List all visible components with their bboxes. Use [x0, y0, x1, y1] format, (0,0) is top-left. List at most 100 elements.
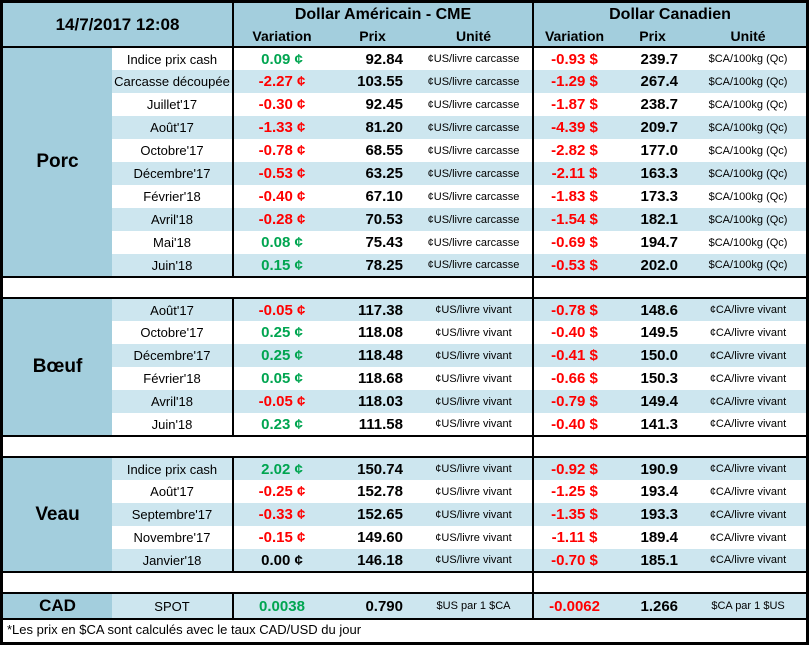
- us-variation-cell: -0.28 ¢: [233, 208, 330, 231]
- us-unit-cell: ¢US/livre vivant: [415, 480, 535, 503]
- ca-unit-cell: ¢CA/livre vivant: [690, 390, 806, 413]
- us-price-cell: 118.48: [330, 344, 415, 367]
- us-variation-cell: 2.02 ¢: [233, 456, 330, 480]
- footnote-row: *Les prix en $CA sont calculés avec le t…: [3, 618, 806, 639]
- section-gap-row: [3, 276, 806, 299]
- gap-cell-right: [533, 435, 806, 458]
- category-cell: CAD: [3, 592, 112, 619]
- ca-variation-header: Variation: [533, 26, 616, 48]
- ca-variation-cell: -0.79 $: [533, 390, 616, 413]
- ca-variation-cell: -0.93 $: [533, 46, 616, 70]
- row-label-cell: Décembre'17: [112, 162, 234, 185]
- ca-unit-cell: $CA par 1 $US: [690, 592, 806, 619]
- us-price-cell: 149.60: [330, 526, 415, 549]
- us-unit-cell: ¢US/livre vivant: [415, 344, 535, 367]
- us-price-cell: 68.55: [330, 139, 415, 162]
- ca-price-cell: 163.3: [615, 162, 691, 185]
- header-row-groups: 14/7/2017 12:08 Dollar Américain - CME D…: [3, 3, 806, 47]
- ca-price-cell: 185.1: [615, 549, 691, 572]
- us-variation-cell: -0.25 ¢: [233, 480, 330, 503]
- us-variation-cell: -1.33 ¢: [233, 116, 330, 139]
- ca-unit-cell: $CA/100kg (Qc): [690, 162, 806, 185]
- table-row: Septembre'17 -0.33 ¢ 152.65 ¢US/livre vivan…: [3, 503, 806, 526]
- ca-unit-cell: ¢CA/livre vivant: [690, 297, 806, 321]
- report-datetime: 14/7/2017 12:08: [3, 3, 234, 47]
- ca-variation-cell: -1.87 $: [533, 93, 616, 116]
- ca-unit-cell: $CA/100kg (Qc): [690, 93, 806, 116]
- us-variation-cell: -0.05 ¢: [233, 390, 330, 413]
- us-price-cell: 152.78: [330, 480, 415, 503]
- us-price-cell: 152.65: [330, 503, 415, 526]
- us-unit-cell: ¢US/livre vivant: [415, 297, 535, 321]
- row-label-cell: Février'18: [112, 367, 234, 390]
- gap-cell-left: [3, 276, 535, 299]
- us-unit-cell: ¢US/livre carcasse: [415, 231, 535, 254]
- ca-unit-cell: ¢CA/livre vivant: [690, 321, 806, 344]
- us-price-cell: 75.43: [330, 231, 415, 254]
- row-label-cell: Août'17: [112, 480, 234, 503]
- us-unite-header: Unité: [415, 26, 535, 48]
- us-unit-cell: ¢US/livre carcasse: [415, 93, 535, 116]
- row-label-cell: Août'17: [112, 297, 234, 321]
- ca-unit-cell: ¢CA/livre vivant: [690, 526, 806, 549]
- table-row: Avril'18 -0.28 ¢ 70.53 ¢US/livre carcasse -1…: [3, 208, 806, 231]
- ca-unit-cell: ¢CA/livre vivant: [690, 503, 806, 526]
- ca-unit-cell: $CA/100kg (Qc): [690, 46, 806, 70]
- ca-variation-cell: -4.39 $: [533, 116, 616, 139]
- row-label-cell: Août'17: [112, 116, 234, 139]
- ca-unit-cell: $CA/100kg (Qc): [690, 185, 806, 208]
- us-price-cell: 118.03: [330, 390, 415, 413]
- us-unit-cell: ¢US/livre vivant: [415, 503, 535, 526]
- us-price-cell: 111.58: [330, 413, 415, 436]
- us-unit-cell: ¢US/livre carcasse: [415, 46, 535, 70]
- table-header: 14/7/2017 12:08 Dollar Américain - CME D…: [3, 3, 806, 48]
- table-row: Août'17 -0.25 ¢ 152.78 ¢US/livre vivant -1.2…: [3, 480, 806, 503]
- table-row: Octobre'17 0.25 ¢ 118.08 ¢US/livre vivant -0…: [3, 321, 806, 344]
- ca-variation-cell: -2.11 $: [533, 162, 616, 185]
- table-row: Février'18 0.05 ¢ 118.68 ¢US/livre vivant -0…: [3, 367, 806, 390]
- table-footer: *Les prix en $CA sont calculés avec le t…: [3, 618, 806, 639]
- us-dollar-group-header: Dollar Américain - CME: [233, 3, 535, 26]
- us-unit-cell: ¢US/livre vivant: [415, 526, 535, 549]
- section-gap-row: [3, 435, 806, 458]
- ca-variation-cell: -2.82 $: [533, 139, 616, 162]
- row-label-cell: Avril'18: [112, 208, 234, 231]
- table-row: Juin'18 0.15 ¢ 78.25 ¢US/livre carcasse -0.5…: [3, 254, 806, 277]
- category-cell: Porc: [3, 46, 112, 277]
- us-unit-cell: ¢US/livre carcasse: [415, 116, 535, 139]
- ca-variation-cell: -0.40 $: [533, 321, 616, 344]
- us-unit-cell: ¢US/livre carcasse: [415, 254, 535, 277]
- us-variation-cell: -2.27 ¢: [233, 70, 330, 93]
- ca-price-cell: 238.7: [615, 93, 691, 116]
- ca-price-cell: 148.6: [615, 297, 691, 321]
- us-unit-cell: ¢US/livre vivant: [415, 390, 535, 413]
- row-label-cell: Juin'18: [112, 413, 234, 436]
- gap-cell-left: [3, 435, 535, 458]
- ca-price-cell: 150.0: [615, 344, 691, 367]
- ca-variation-cell: -0.40 $: [533, 413, 616, 436]
- ca-variation-cell: -1.83 $: [533, 185, 616, 208]
- us-unit-cell: $US par 1 $CA: [415, 592, 535, 619]
- us-variation-cell: -0.40 ¢: [233, 185, 330, 208]
- ca-unit-cell: ¢CA/livre vivant: [690, 549, 806, 572]
- us-prix-header: Prix: [330, 26, 415, 48]
- ca-price-cell: 239.7: [615, 46, 691, 70]
- us-price-cell: 63.25: [330, 162, 415, 185]
- us-variation-cell: -0.78 ¢: [233, 139, 330, 162]
- ca-unit-cell: $CA/100kg (Qc): [690, 208, 806, 231]
- table-row: Veau Indice prix cash 2.02 ¢ 150.74 ¢US/livr…: [3, 456, 806, 572]
- us-variation-cell: 0.15 ¢: [233, 254, 330, 277]
- us-unit-cell: ¢US/livre carcasse: [415, 139, 535, 162]
- row-label-cell: Janvier'18: [112, 549, 234, 572]
- table-row: Carcasse découpée -2.27 ¢ 103.55 ¢US/livre …: [3, 70, 806, 93]
- us-unit-cell: ¢US/livre carcasse: [415, 70, 535, 93]
- us-unit-cell: ¢US/livre vivant: [415, 367, 535, 390]
- table-row: Janvier'18 0.00 ¢ 146.18 ¢US/livre vivant -0…: [3, 549, 806, 572]
- us-variation-cell: 0.0038: [233, 592, 330, 619]
- us-price-cell: 67.10: [330, 185, 415, 208]
- us-price-cell: 117.38: [330, 297, 415, 321]
- row-label-cell: Octobre'17: [112, 139, 234, 162]
- us-variation-cell: -0.05 ¢: [233, 297, 330, 321]
- us-variation-cell: 0.25 ¢: [233, 344, 330, 367]
- table-row: CAD SPOT 0.0038 0.790 $US par 1 $CA -0.0062 1.…: [3, 592, 806, 619]
